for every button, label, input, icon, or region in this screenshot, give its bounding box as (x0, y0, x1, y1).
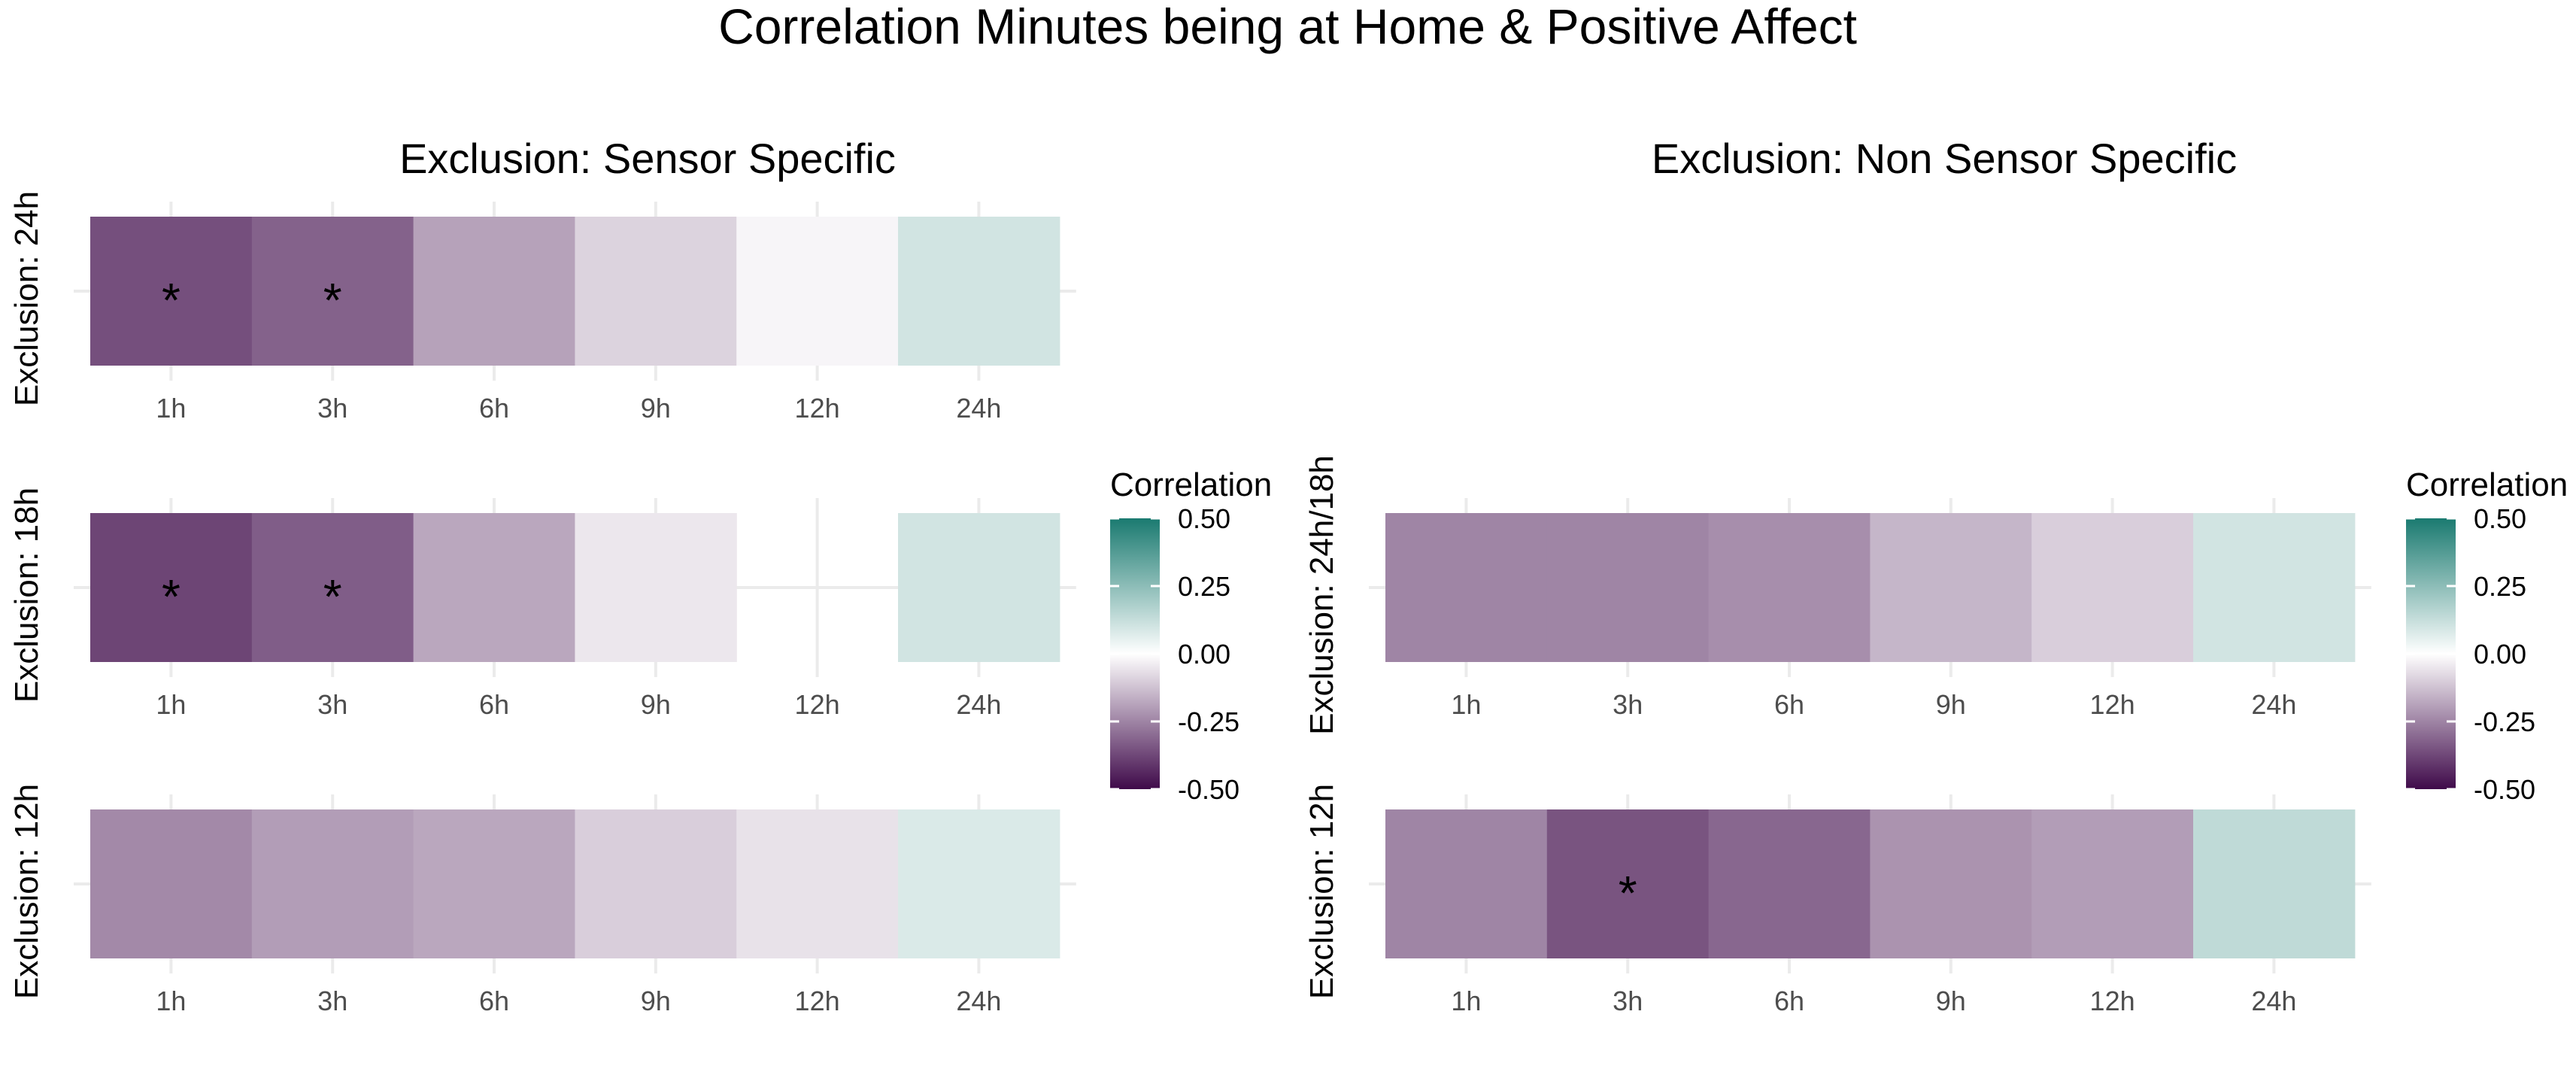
x-tick-label: 12h (2090, 986, 2135, 1016)
heatmap-cell (1870, 513, 2032, 662)
heatmap-cell (1546, 513, 1710, 662)
x-tick-label: 24h (2251, 986, 2296, 1016)
heatmap-cell (1708, 809, 1871, 958)
legend-title: Correlation (2406, 466, 2568, 503)
x-tick-label: 3h (317, 393, 347, 424)
row-label: Exclusion: 18h (8, 487, 45, 703)
heatmap-cell (575, 809, 737, 958)
heatmap-cell (1546, 809, 1710, 958)
x-tick-label: 24h (956, 986, 1001, 1016)
heatmap-cell (90, 217, 253, 366)
row-label: Exclusion: 24h/18h (1303, 455, 1340, 735)
heatmap-cell (251, 513, 414, 662)
heatmap-cell (736, 217, 899, 366)
legend-tick-label: 0.25 (2474, 571, 2526, 602)
heatmap-cell (90, 513, 253, 662)
x-tick-label: 24h (956, 393, 1001, 424)
heatmap-row: * * 1h 3h 6h 9h 12h 24h Exclusion: 24h (8, 191, 1076, 424)
legend-tick-label: 0.00 (2474, 639, 2526, 670)
heatmap-row: * 1h 3h 6h 9h 12h 24h Exclusion: 12h (1303, 784, 2371, 1016)
heatmap-panel-1: Exclusion: Sensor Specific * * 1h 3h 6h 9h 12h 2… (8, 135, 1272, 1016)
heatmap-cell (413, 217, 575, 366)
heatmap-cell (2193, 513, 2356, 662)
heatmap-cell (1385, 809, 1548, 958)
significance-marker: * (323, 273, 342, 327)
significance-marker: * (1619, 866, 1637, 920)
x-tick-label: 3h (317, 986, 347, 1016)
x-tick-label: 24h (956, 689, 1001, 720)
x-tick-label: 3h (1613, 986, 1643, 1016)
significance-marker: * (323, 569, 342, 624)
heatmap-panel-2: Exclusion: Non Sensor Specific 1h 3h 6h 9h 12… (1303, 135, 2568, 1016)
legend-tick-label: -0.25 (1178, 706, 1239, 737)
heatmap-cell (898, 809, 1060, 958)
panel-title: Exclusion: Non Sensor Specific (1652, 135, 2237, 182)
x-tick-label: 1h (156, 986, 186, 1016)
heatmap-cell (898, 513, 1060, 662)
x-tick-label: 9h (641, 393, 671, 424)
heatmap-cell (1870, 809, 2032, 958)
heatmap-cell (1385, 513, 1548, 662)
x-tick-label: 6h (479, 986, 509, 1016)
figure-title: Correlation Minutes being at Home & Posi… (718, 0, 1857, 54)
x-tick-label: 3h (317, 689, 347, 720)
legend-tick-label: 0.50 (1178, 503, 1230, 534)
x-tick-label: 1h (156, 689, 186, 720)
x-tick-label: 6h (479, 393, 509, 424)
x-tick-label: 12h (795, 393, 840, 424)
legend-tick-label: 0.50 (2474, 503, 2526, 534)
significance-marker: * (162, 273, 181, 327)
heatmap-row: 1h 3h 6h 9h 12h 24h Exclusion: 24h/18h (1303, 455, 2371, 735)
row-label: Exclusion: 12h (8, 784, 45, 999)
legend-title: Correlation (1110, 466, 1272, 503)
x-tick-label: 1h (156, 393, 186, 424)
x-tick-label: 12h (795, 986, 840, 1016)
x-tick-label: 9h (1936, 986, 1966, 1016)
heatmap-cell (575, 513, 737, 662)
x-tick-label: 3h (1613, 689, 1643, 720)
x-tick-label: 24h (2251, 689, 2296, 720)
legend-tick-label: 0.00 (1178, 639, 1230, 670)
x-tick-label: 1h (1451, 986, 1481, 1016)
panel-title: Exclusion: Sensor Specific (399, 135, 896, 182)
row-label: Exclusion: 12h (1303, 784, 1340, 999)
heatmap-cell (251, 809, 414, 958)
x-tick-label: 9h (641, 986, 671, 1016)
legend-tick-label: -0.50 (1178, 774, 1239, 805)
heatmap-cell (413, 809, 575, 958)
significance-marker: * (162, 569, 181, 624)
heatmap-cell (2193, 809, 2356, 958)
x-tick-label: 9h (641, 689, 671, 720)
heatmap-row: 1h 3h 6h 9h 12h 24h Exclusion: 12h (8, 784, 1076, 1016)
x-tick-label: 1h (1451, 689, 1481, 720)
x-tick-label: 6h (479, 689, 509, 720)
heatmap-cell (413, 513, 575, 662)
legend-tick-label: -0.50 (2474, 774, 2535, 805)
x-tick-label: 6h (1774, 689, 1804, 720)
legend-tick-label: 0.25 (1178, 571, 1230, 602)
row-label: Exclusion: 24h (8, 191, 45, 406)
x-tick-label: 6h (1774, 986, 1804, 1016)
heatmap-cell (2031, 513, 2194, 662)
heatmap-row: * * 1h 3h 6h 9h 12h 24h Exclusion: 18h (8, 487, 1076, 720)
heatmap-cell (90, 809, 253, 958)
x-tick-label: 12h (795, 689, 840, 720)
heatmap-cell (2031, 809, 2194, 958)
heatmap-cell (251, 217, 414, 366)
legend-tick-label: -0.25 (2474, 706, 2535, 737)
x-tick-label: 9h (1936, 689, 1966, 720)
x-tick-label: 12h (2090, 689, 2135, 720)
heatmap-cell (898, 217, 1060, 366)
heatmap-cell (736, 809, 899, 958)
heatmap-cell (575, 217, 737, 366)
heatmap-cell (1708, 513, 1871, 662)
